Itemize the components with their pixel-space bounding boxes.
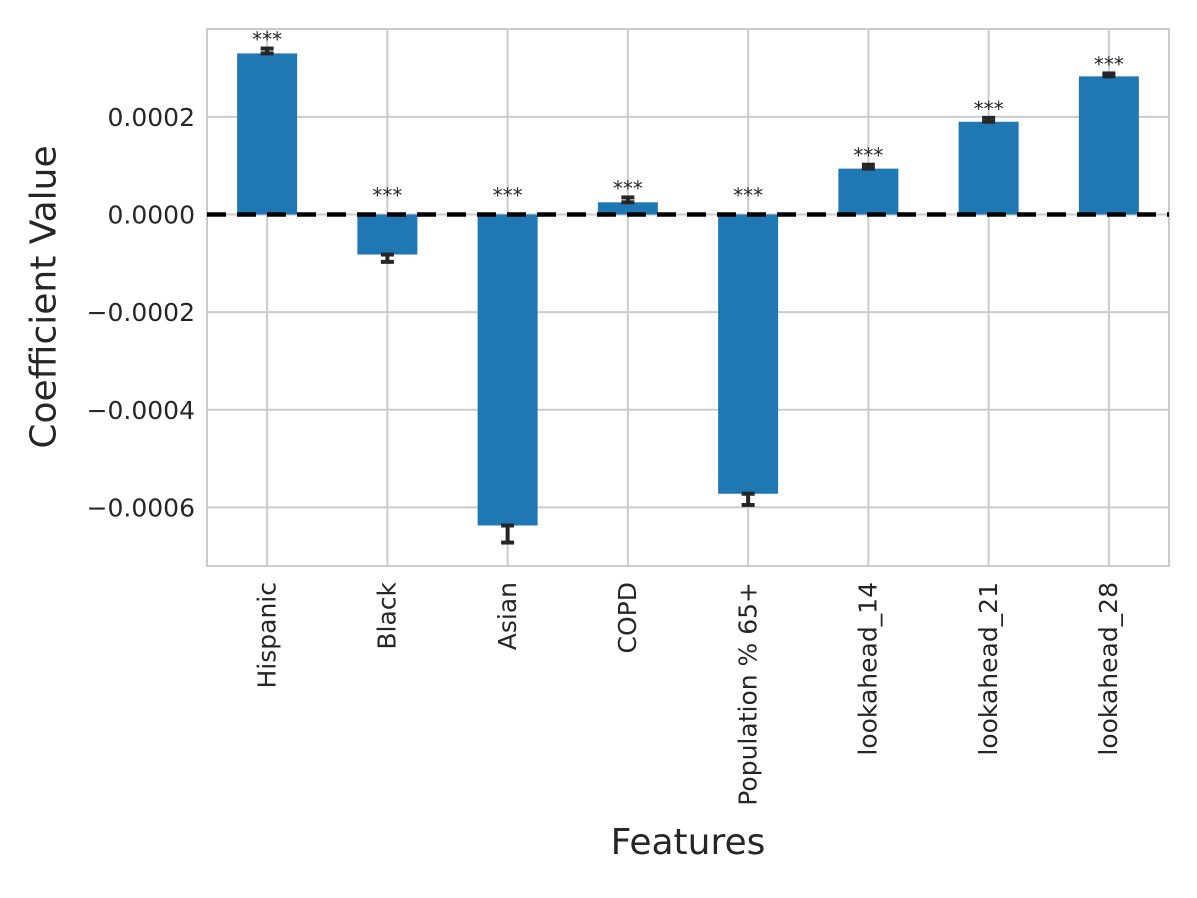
significance-label: ***	[613, 176, 643, 200]
bar-hispanic	[237, 53, 298, 215]
x-tick-label: lookahead_21	[974, 582, 1003, 756]
x-tick-label: Asian	[493, 582, 522, 650]
bar-lookahead-21	[958, 121, 1019, 215]
y-tick-label: −0.0004	[87, 396, 195, 425]
x-tick-label: lookahead_28	[1094, 582, 1123, 756]
x-tick-label: Hispanic	[252, 582, 281, 689]
x-tick-label: lookahead_14	[854, 582, 883, 756]
bar-lookahead-28	[1078, 76, 1139, 215]
x-axis-label: Features	[610, 822, 766, 863]
x-tick-label: COPD	[613, 582, 642, 653]
plot-border	[206, 28, 1170, 567]
bar-asian	[477, 214, 538, 526]
significance-label: ***	[974, 97, 1004, 121]
bar-lookahead-14	[838, 168, 899, 215]
y-tick-label: 0.0000	[108, 201, 195, 230]
significance-label: ***	[733, 184, 763, 208]
bar-black	[357, 214, 418, 255]
y-tick-label: −0.0006	[87, 493, 195, 522]
y-tick-label: 0.0002	[108, 103, 195, 132]
x-tick-label: Population % 65+	[733, 582, 762, 806]
significance-label: ***	[1094, 52, 1124, 76]
significance-label: ***	[252, 28, 282, 52]
significance-label: ***	[493, 184, 523, 208]
x-tick-label: Black	[373, 581, 402, 649]
significance-label: ***	[372, 184, 402, 208]
bar-population-65-	[718, 214, 779, 494]
bar-copd	[597, 202, 658, 215]
y-tick-label: −0.0002	[87, 298, 195, 327]
significance-label: ***	[853, 144, 883, 168]
